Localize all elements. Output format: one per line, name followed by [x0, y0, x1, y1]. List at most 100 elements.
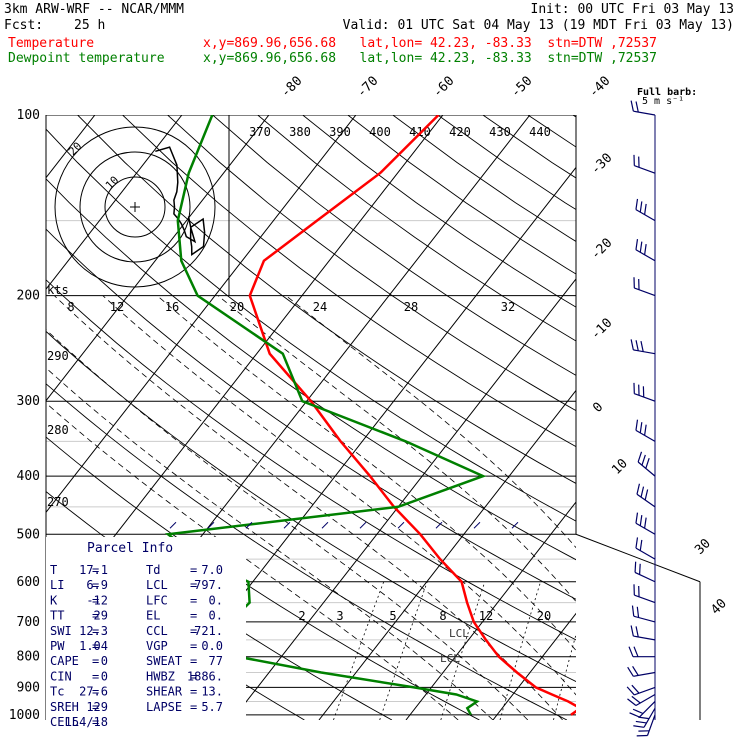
pressure-tick-label: 200: [17, 289, 40, 304]
parcel-equals: =: [92, 654, 99, 668]
legend-temperature-info: x,y=869.96,656.68 lat,lon= 42.23, -83.33…: [203, 36, 657, 51]
mini-barb: [359, 521, 367, 529]
parcel-value: 77: [209, 654, 223, 668]
parcel-info-box: [46, 537, 246, 720]
moist-adiabat: [46, 329, 529, 720]
wind-barb: [634, 393, 656, 402]
dry-adiabat: [46, 128, 576, 522]
theta-side-label: 290: [47, 349, 69, 363]
isotherm: [46, 115, 183, 291]
wind-barb-flag: [636, 606, 640, 618]
mixing-ratio-label: 2: [298, 609, 305, 623]
parcel-key: CAPE: [50, 654, 79, 668]
wind-barb-flag: [638, 716, 650, 720]
parcel-key: PW: [50, 639, 65, 653]
wind-barb-flag: [630, 100, 634, 112]
parcel-key: HWBZ: [146, 669, 175, 683]
parcel-value: 0.: [209, 593, 223, 607]
moist-adiabat: [54, 295, 563, 720]
parcel-equals: =: [92, 639, 99, 653]
wind-barb-flag: [632, 708, 644, 715]
parcel-equals: =: [190, 669, 197, 683]
wind-barb-flag: [645, 458, 650, 469]
isotherm-label: 30: [692, 536, 714, 558]
mixing-ratio-label: 5: [389, 609, 396, 623]
isentrope-label: 440: [529, 125, 551, 139]
isotherm: [231, 278, 576, 720]
hodograph-scale-label: 32: [501, 300, 515, 314]
dry-adiabat: [663, 115, 740, 720]
parcel-key: CELL: [50, 715, 79, 729]
temperature-profile: [248, 115, 576, 716]
dry-adiabat: [572, 115, 576, 118]
wind-barb: [635, 522, 656, 535]
wind-barb-flag: [635, 626, 639, 638]
dry-adiabat: [122, 115, 576, 448]
parcel-key: SWEAT: [146, 654, 182, 668]
pressure-tick-label: 1000: [9, 708, 40, 723]
parcel-value: 0: [101, 654, 108, 668]
wind-barb-flag: [633, 725, 645, 728]
isotherm-label: -20: [588, 236, 615, 263]
wind-barb-flag: [635, 720, 647, 724]
isotherm: [667, 115, 740, 720]
isentrope-label: 420: [449, 125, 471, 139]
wind-barb-flag: [632, 665, 639, 676]
isotherm-label: -80: [278, 74, 305, 101]
parcel-key: TT: [50, 609, 64, 623]
dry-adiabat: [167, 115, 576, 412]
parcel-value: 7.0: [201, 563, 223, 577]
parcel-value: 129: [86, 700, 108, 714]
hodograph-ring: [79, 151, 191, 263]
mini-barb: [473, 521, 481, 529]
parcel-equals: =: [92, 563, 99, 577]
dry-adiabat: [46, 228, 576, 600]
isotherm-label: -70: [354, 74, 381, 101]
parcel-value: 12.3: [79, 624, 108, 638]
wind-barb-flag: [639, 539, 643, 551]
wind-barb: [635, 694, 656, 707]
pressure-tick-label: 300: [17, 394, 40, 409]
forecast-hour: 25 h: [74, 18, 106, 33]
wind-barb-flag: [640, 486, 645, 498]
parcel-value: 29: [94, 609, 108, 623]
isentrope-label: 430: [489, 125, 511, 139]
wind-barb-flag: [635, 239, 639, 250]
wind-barb-flag: [635, 512, 639, 524]
pressure-tick-label: 900: [17, 680, 40, 695]
wind-barb-flag: [635, 537, 639, 549]
lcl-label-upper: LCL: [449, 627, 469, 640]
parcel-equals: =: [190, 624, 197, 638]
wind-barb-flag: [631, 695, 641, 704]
parcel-equals: =: [190, 685, 197, 699]
mini-barb: [397, 521, 405, 529]
wind-barb-flag: [635, 101, 639, 113]
wind-barb: [635, 429, 656, 442]
wind-barb-flag: [639, 201, 643, 213]
parcel-equals: =: [190, 639, 197, 653]
parcel-key: LCL: [146, 578, 168, 592]
wind-barb: [634, 686, 656, 696]
isotherm-label: -50: [508, 74, 535, 101]
wind-barb-flag: [641, 454, 646, 466]
hodograph-unit-label: kts: [47, 283, 69, 297]
wind-barb-flag: [644, 203, 647, 215]
parcel-key: LI: [50, 578, 64, 592]
parcel-key: CCL: [146, 624, 168, 638]
isentrope-label: 370: [249, 125, 271, 139]
moist-adiabat: [285, 295, 576, 549]
parcel-key: VGP: [146, 639, 168, 653]
hodograph-scale-label: 20: [230, 300, 244, 314]
moist-adiabat: [156, 295, 576, 652]
legend-dewpoint-name: Dewpoint temperature: [8, 51, 165, 66]
dry-adiabat: [46, 330, 576, 683]
dry-adiabat: [347, 115, 576, 275]
isotherm: [46, 115, 270, 402]
wind-barb: [633, 349, 656, 355]
parcel-key: LFC: [146, 593, 168, 607]
barb-key-line1: Full barb:: [637, 87, 697, 98]
parcel-key: SHEAR: [146, 685, 183, 699]
mixing-ratio-line: [333, 581, 385, 720]
wind-barb-flag: [630, 339, 634, 351]
isentrope-label: 390: [329, 125, 351, 139]
